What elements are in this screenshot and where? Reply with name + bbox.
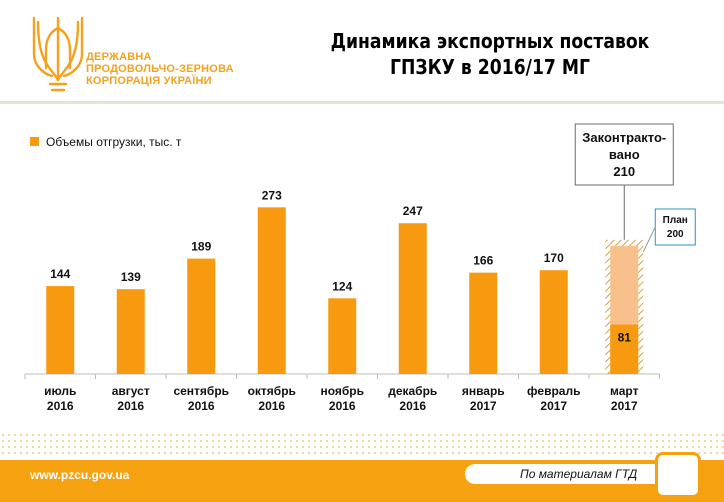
bar <box>398 223 427 374</box>
bar <box>539 270 568 374</box>
x-tick-label: 2016 <box>399 399 426 413</box>
x-tick-label: 2017 <box>470 399 497 413</box>
x-tick-label: 2016 <box>188 399 215 413</box>
x-tick-label: 2017 <box>540 399 567 413</box>
x-tick-label: 2016 <box>258 399 285 413</box>
bar <box>116 289 145 374</box>
bar-value-label: 139 <box>121 270 141 284</box>
bar <box>469 272 498 374</box>
bar-value-label: 124 <box>332 279 352 293</box>
x-tick-label: 2016 <box>47 399 74 413</box>
bar-value-label: 170 <box>544 251 564 265</box>
bar <box>610 324 639 374</box>
contracted-callout-label: вано <box>609 147 640 162</box>
title-line: Динамика экспортных поставок <box>330 29 650 53</box>
x-tick-label: 2017 <box>611 399 638 413</box>
title-line: ГПЗКУ в 2016/17 МГ <box>390 55 590 79</box>
bar-value-label: 81 <box>618 331 632 345</box>
x-tick-label: декабрь <box>388 384 437 398</box>
source-note: По материалам ГТД <box>465 464 661 484</box>
bar <box>187 258 216 374</box>
bar-value-label: 247 <box>403 204 423 218</box>
org-line: ДЕРЖАВНА <box>86 51 152 63</box>
plan-callout-label: План <box>663 215 688 226</box>
bar <box>328 298 357 374</box>
plan-callout-leader <box>642 226 656 253</box>
plan-callout-box <box>654 208 696 246</box>
export-bar-chart: 144июль2016139август2016189сентябрь20162… <box>24 123 696 413</box>
contracted-callout-label: 210 <box>613 164 635 179</box>
corner-decoration <box>655 452 701 498</box>
website-link[interactable]: www.pzcu.gov.ua <box>30 468 130 482</box>
plan-callout-label: 200 <box>667 229 684 240</box>
x-tick-label: март <box>610 384 639 398</box>
bar <box>257 207 286 374</box>
bar <box>46 286 75 374</box>
bar-value-label: 273 <box>262 188 282 202</box>
bar-value-label: 189 <box>191 240 211 254</box>
x-tick-label: октябрь <box>248 384 296 398</box>
bar-value-label: 166 <box>473 254 493 268</box>
x-tick-label: июль <box>44 384 76 398</box>
legend-label: Объемы отгрузки, тыс. т <box>46 135 182 149</box>
organization-name: ДЕРЖАВНА ПРОДОВОЛЬЧО-ЗЕРНОВА КОРПОРАЦІЯ … <box>86 51 266 87</box>
legend-swatch <box>30 137 39 146</box>
x-tick-label: февраль <box>527 384 580 398</box>
org-line: ПРОДОВОЛЬЧО-ЗЕРНОВА <box>86 63 234 75</box>
x-tick-label: 2016 <box>117 399 144 413</box>
contracted-callout-label: Законтракто- <box>582 130 666 145</box>
x-tick-label: январь <box>462 384 505 398</box>
header-divider <box>0 101 724 104</box>
x-tick-label: ноябрь <box>320 384 364 398</box>
header: ДЕРЖАВНА ПРОДОВОЛЬЧО-ЗЕРНОВА КОРПОРАЦІЯ … <box>0 0 724 100</box>
contracted-callout-box <box>574 123 674 186</box>
footer: www.pzcu.gov.ua По материалам ГТД <box>0 452 724 502</box>
bar-value-label: 144 <box>50 267 70 281</box>
x-tick-label: 2016 <box>329 399 356 413</box>
page-title: Динамика экспортных поставок ГПЗКУ в 201… <box>327 28 654 80</box>
x-tick-label: сентябрь <box>173 384 229 398</box>
trident-logo-icon <box>32 16 84 92</box>
org-line: КОРПОРАЦІЯ УКРАЇНИ <box>86 75 212 87</box>
footer-pattern <box>0 432 724 456</box>
x-tick-label: август <box>112 384 150 398</box>
